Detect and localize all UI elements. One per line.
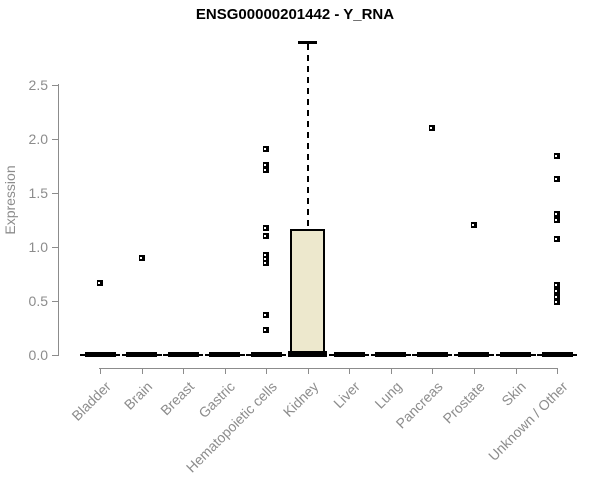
outlier-marker-hole bbox=[264, 329, 267, 332]
outlier-marker-hole bbox=[264, 169, 267, 172]
whisker-line bbox=[306, 44, 309, 229]
x-tick-label: Breast bbox=[156, 378, 197, 419]
zero-median-bar bbox=[126, 352, 158, 357]
outlier-marker bbox=[263, 312, 270, 319]
outlier-marker-hole bbox=[555, 238, 558, 241]
outlier-marker-hole bbox=[264, 253, 267, 256]
outlier-marker-hole bbox=[555, 290, 558, 293]
y-tick bbox=[52, 355, 58, 356]
y-tick-label: 0.0 bbox=[28, 347, 48, 363]
outlier-marker bbox=[554, 153, 561, 160]
x-tick bbox=[266, 368, 267, 374]
chart-title: ENSG00000201442 - Y_RNA bbox=[195, 6, 395, 23]
y-tick bbox=[52, 247, 58, 248]
outlier-marker bbox=[554, 210, 561, 217]
outlier-marker bbox=[263, 260, 270, 267]
outlier-marker-hole bbox=[555, 219, 558, 221]
outlier-marker-hole bbox=[264, 314, 267, 317]
zero-median-bar bbox=[167, 352, 199, 357]
zero-median-bar bbox=[209, 352, 241, 357]
outlier-marker bbox=[554, 288, 561, 295]
x-axis-line bbox=[99, 368, 559, 369]
box-median-line bbox=[288, 351, 328, 357]
x-tick-label: Bladder bbox=[68, 378, 114, 424]
outlier-marker bbox=[263, 327, 270, 334]
outlier-marker bbox=[263, 145, 270, 152]
y-axis-line bbox=[58, 84, 59, 356]
zero-median-bar bbox=[375, 352, 407, 357]
outlier-marker-hole bbox=[139, 256, 142, 259]
outlier-marker-hole bbox=[264, 257, 267, 260]
outlier-marker-hole bbox=[264, 235, 267, 238]
outlier-marker bbox=[263, 167, 270, 174]
y-tick-label: 1.5 bbox=[28, 185, 48, 201]
outlier-marker bbox=[263, 233, 270, 240]
x-tick bbox=[557, 368, 558, 374]
outlier-marker bbox=[263, 251, 270, 258]
outlier-marker-hole bbox=[264, 163, 267, 166]
outlier-marker-hole bbox=[555, 212, 558, 215]
outlier-marker-hole bbox=[555, 295, 558, 298]
x-tick bbox=[183, 368, 184, 374]
y-tick bbox=[52, 139, 58, 140]
y-tick bbox=[52, 193, 58, 194]
outlier-marker-hole bbox=[471, 224, 474, 227]
outlier-marker-hole bbox=[98, 281, 100, 284]
x-tick-label: Unknown / Other bbox=[485, 378, 571, 464]
x-tick-label: Skin bbox=[498, 378, 530, 409]
outlier-marker bbox=[554, 236, 561, 243]
x-tick-label: Kidney bbox=[279, 378, 322, 420]
outlier-marker-hole bbox=[264, 226, 267, 229]
outlier-marker-hole bbox=[264, 147, 267, 150]
y-tick-label: 1.0 bbox=[28, 239, 48, 255]
outlier-marker bbox=[138, 254, 145, 261]
zero-median-bar bbox=[84, 352, 116, 357]
box-plot-box bbox=[290, 229, 326, 357]
y-tick-label: 0.5 bbox=[28, 293, 48, 309]
x-tick-label: Liver bbox=[330, 378, 363, 412]
zero-median-bar bbox=[416, 352, 448, 357]
outlier-marker-hole bbox=[430, 127, 433, 130]
outlier-marker bbox=[470, 222, 477, 229]
x-tick bbox=[349, 368, 350, 374]
x-tick bbox=[391, 368, 392, 374]
outlier-marker bbox=[429, 125, 436, 132]
outlier-marker-hole bbox=[555, 283, 558, 286]
x-tick bbox=[308, 368, 309, 374]
x-tick bbox=[474, 368, 475, 374]
zero-median-bar bbox=[458, 352, 490, 357]
outlier-marker bbox=[263, 224, 270, 231]
x-tick bbox=[432, 368, 433, 374]
zero-median-bar bbox=[541, 352, 573, 357]
outlier-marker bbox=[97, 279, 103, 286]
outlier-marker bbox=[554, 217, 561, 223]
zero-median-bar bbox=[333, 352, 365, 357]
whisker-cap bbox=[298, 41, 318, 44]
x-tick bbox=[100, 368, 101, 374]
x-tick bbox=[225, 368, 226, 374]
outlier-marker-hole bbox=[555, 155, 558, 158]
outlier-marker bbox=[554, 293, 561, 300]
x-tick-label: Lung bbox=[371, 378, 405, 412]
outlier-marker bbox=[554, 281, 561, 288]
x-tick-label: Brain bbox=[120, 378, 156, 413]
outlier-marker bbox=[263, 161, 270, 168]
x-tick bbox=[516, 368, 517, 374]
x-tick bbox=[142, 368, 143, 374]
outlier-marker bbox=[554, 175, 561, 182]
outlier-marker-hole bbox=[555, 301, 558, 304]
zero-median-bar bbox=[250, 352, 282, 357]
y-tick-label: 2.0 bbox=[28, 131, 48, 147]
x-tick-label: Prostate bbox=[439, 378, 488, 427]
zero-median-bar bbox=[500, 352, 531, 357]
y-tick bbox=[52, 85, 58, 86]
outlier-marker bbox=[263, 255, 270, 262]
y-tick-label: 2.5 bbox=[28, 77, 48, 93]
y-tick bbox=[52, 301, 58, 302]
outlier-marker bbox=[554, 299, 561, 306]
outlier-marker-hole bbox=[264, 262, 267, 265]
outlier-marker-hole bbox=[555, 177, 558, 180]
